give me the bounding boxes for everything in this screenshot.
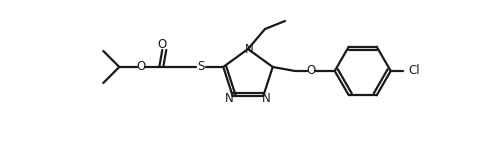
Text: O: O (306, 64, 315, 78)
Text: N: N (262, 92, 270, 105)
Text: N: N (245, 42, 253, 56)
Text: N: N (226, 92, 234, 105)
Text: S: S (198, 60, 205, 73)
Text: O: O (137, 60, 146, 73)
Text: O: O (158, 38, 167, 51)
Text: Cl: Cl (409, 64, 420, 78)
